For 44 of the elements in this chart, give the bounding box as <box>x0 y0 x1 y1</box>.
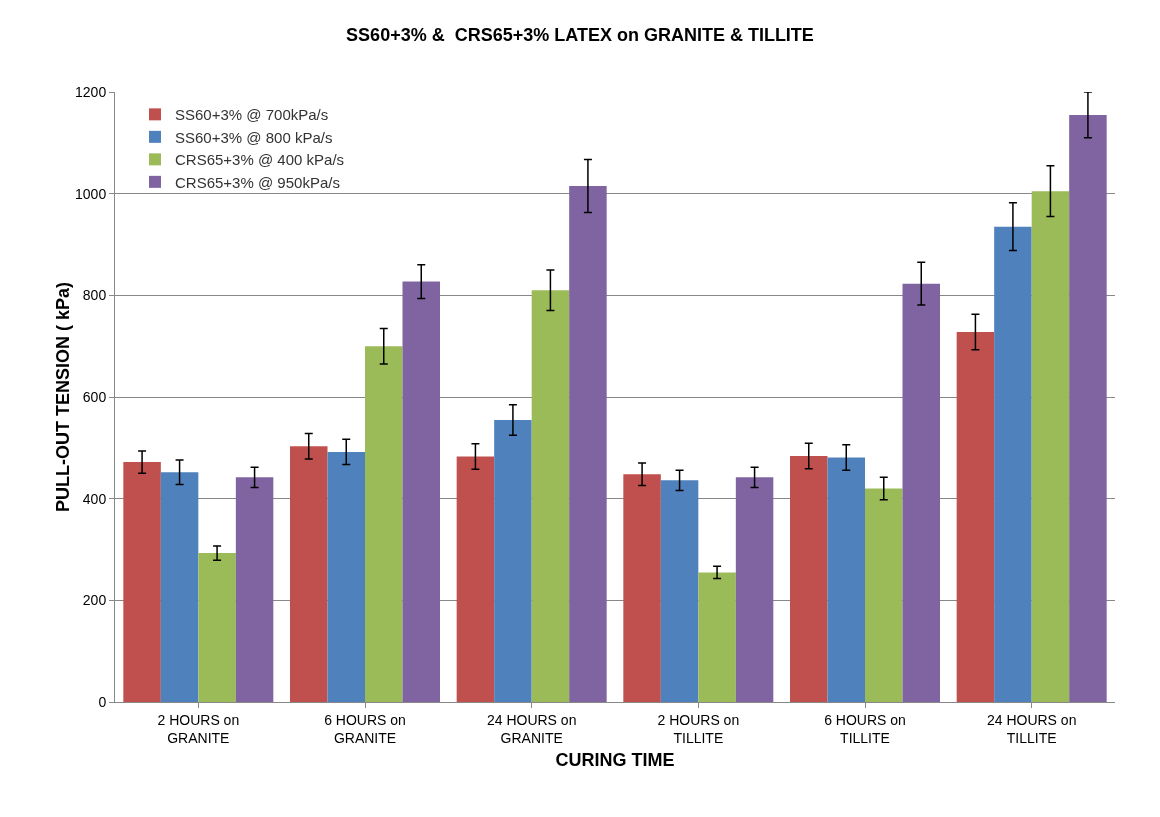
legend-label: SS60+3% @ 800 kPa/s <box>175 128 333 146</box>
bar <box>160 472 199 702</box>
bar <box>698 572 736 702</box>
x-tick-label: 2 HOURS on GRANITE <box>157 711 240 746</box>
y-tick-label: 1200 <box>75 83 107 100</box>
bar <box>531 290 570 702</box>
chart-title: SS60+3% & CRS65+3% LATEX on GRANITE & TILLITE <box>346 25 814 46</box>
legend-label: CRS65+3% @ 950kPa/s <box>175 173 340 191</box>
bar <box>994 226 1032 702</box>
bar <box>827 457 865 702</box>
y-tick-label: 400 <box>82 490 107 507</box>
bar <box>123 462 161 702</box>
bar <box>865 488 903 702</box>
x-tick-label: 2 HOURS on TILLITE <box>657 711 740 746</box>
legend-label: CRS65+3% @ 400 kPa/s <box>175 151 345 169</box>
bar <box>660 480 699 702</box>
bar <box>623 474 661 702</box>
y-tick-label: 1000 <box>75 185 107 202</box>
bar <box>1069 114 1107 702</box>
bar <box>735 477 774 702</box>
x-tick-label: 24 HOURS on TILLITE <box>986 711 1077 746</box>
x-tick-label: 24 HOURS on GRANITE <box>486 711 577 746</box>
bar <box>790 455 828 702</box>
bar <box>402 281 440 702</box>
y-tick-label: 200 <box>82 592 107 609</box>
bar <box>456 456 495 702</box>
bar <box>290 446 328 702</box>
bar <box>1031 191 1070 702</box>
x-tick-label: 6 HOURS on TILLITE <box>824 711 906 746</box>
bar <box>569 186 607 702</box>
x-tick-label: 6 HOURS on GRANITE <box>324 711 406 746</box>
y-tick-label: 0 <box>98 693 107 710</box>
bar <box>494 419 532 702</box>
bar <box>365 346 403 702</box>
legend-label: SS60+3% @ 700kPa/s <box>175 106 329 124</box>
x-axis-title: CURING TIME <box>555 750 675 770</box>
bar <box>956 331 995 702</box>
y-axis-title: PULL-OUT TENSION ( kPa) <box>53 281 73 513</box>
y-tick-label: 600 <box>82 388 107 405</box>
bar <box>235 477 274 702</box>
bar <box>198 553 236 702</box>
y-tick-label: 800 <box>82 287 107 304</box>
bar <box>902 283 940 702</box>
bar <box>327 451 365 702</box>
